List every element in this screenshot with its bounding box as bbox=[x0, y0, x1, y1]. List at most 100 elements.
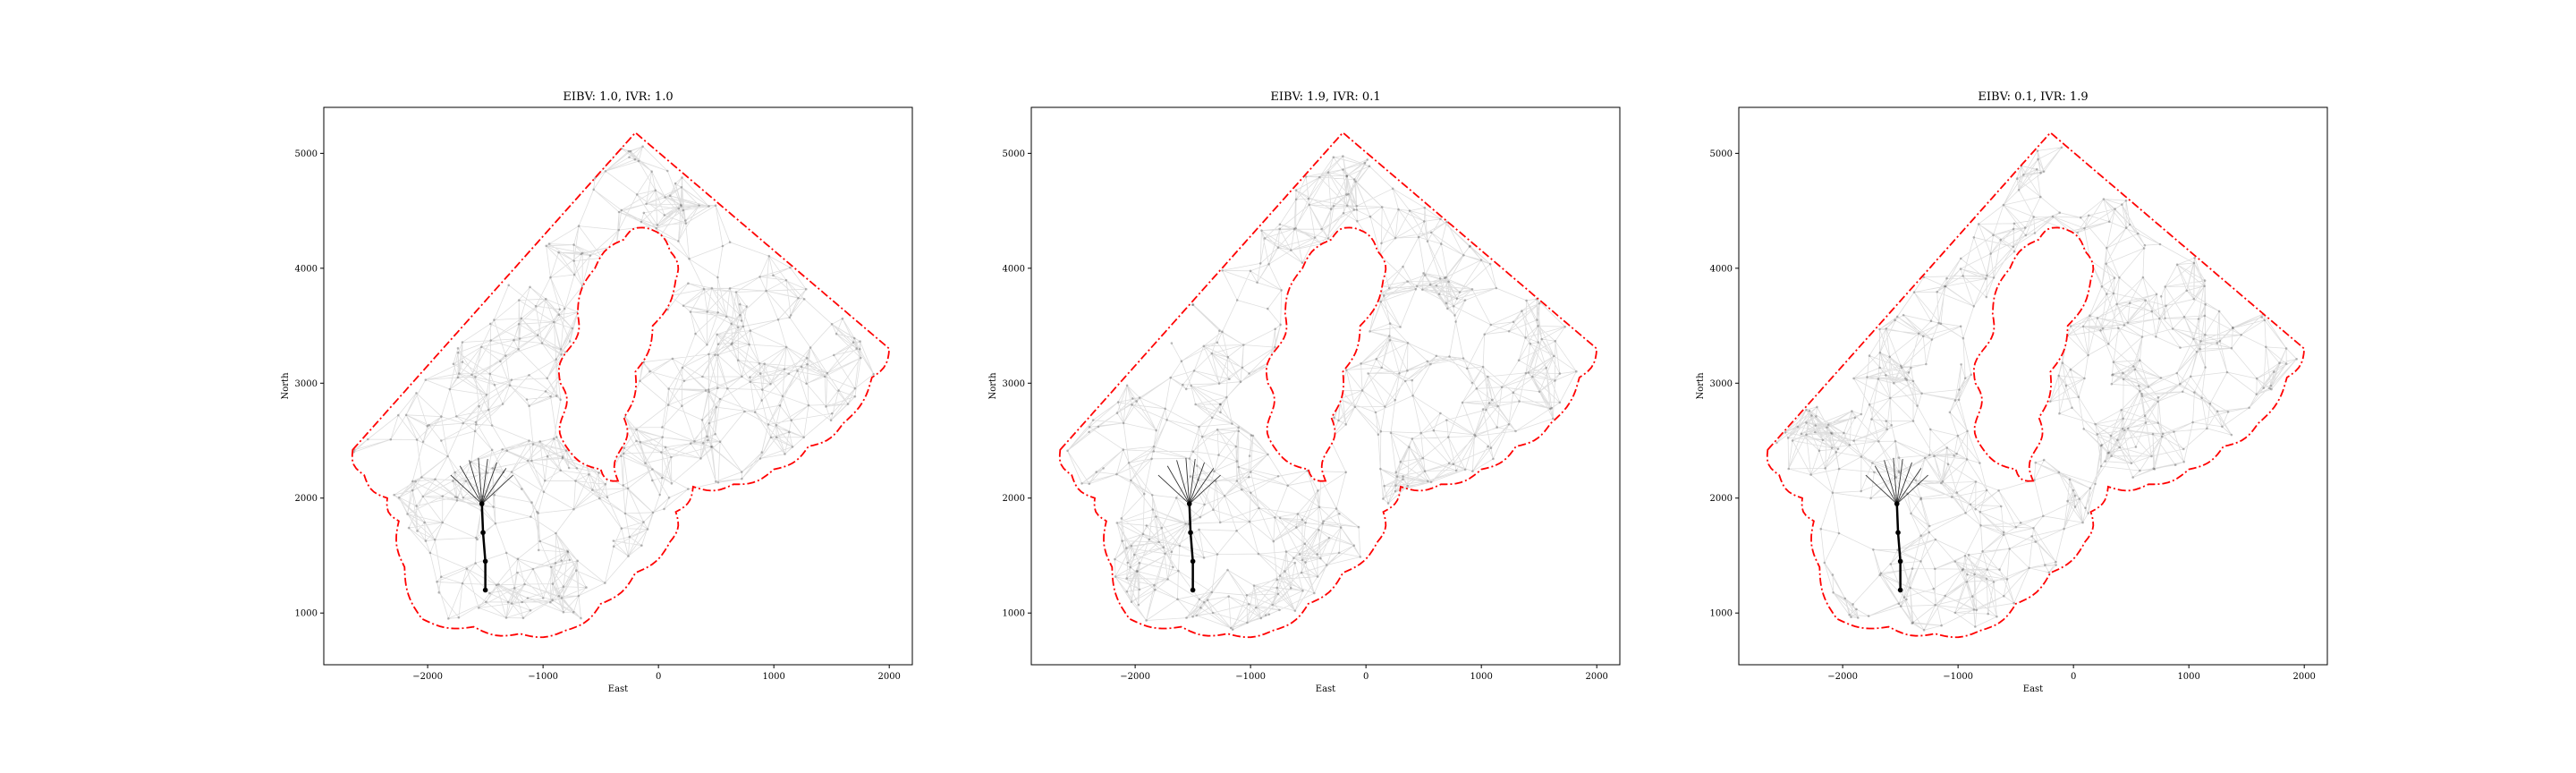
sample-point bbox=[758, 362, 761, 365]
sample-point bbox=[699, 457, 702, 460]
sample-point bbox=[1211, 611, 1215, 615]
sample-point bbox=[1944, 285, 1947, 288]
sample-point bbox=[1419, 431, 1422, 435]
sample-point bbox=[1455, 297, 1459, 301]
sample-point bbox=[620, 208, 623, 212]
candidate-direction bbox=[1176, 460, 1191, 505]
sample-point bbox=[1097, 425, 1100, 429]
sample-point bbox=[826, 371, 829, 375]
sample-point bbox=[415, 438, 419, 441]
sample-point bbox=[1363, 161, 1367, 165]
sample-point bbox=[1301, 261, 1304, 265]
sample-point bbox=[2000, 505, 2003, 508]
sample-point bbox=[741, 325, 745, 328]
sample-point bbox=[1937, 321, 1940, 325]
sample-point bbox=[2106, 452, 2109, 454]
sample-point bbox=[572, 610, 575, 614]
sample-point bbox=[1860, 412, 1863, 416]
sample-point bbox=[1507, 423, 1511, 426]
sample-point bbox=[1216, 553, 1219, 556]
sample-point bbox=[1550, 406, 1554, 410]
y-axis-label: North bbox=[988, 372, 998, 400]
sample-point bbox=[1294, 198, 1298, 201]
sample-point bbox=[2159, 377, 2163, 379]
sample-point bbox=[477, 607, 480, 609]
sample-point bbox=[1963, 377, 1967, 380]
sample-point bbox=[508, 384, 512, 387]
sample-point bbox=[420, 476, 423, 479]
sample-point bbox=[1304, 522, 1307, 524]
sample-point bbox=[2037, 157, 2039, 161]
sample-point bbox=[1818, 449, 1821, 453]
sample-point bbox=[658, 493, 661, 497]
y-tick-label: 4000 bbox=[295, 264, 318, 274]
sample-point bbox=[2182, 447, 2185, 451]
sample-point bbox=[753, 411, 757, 414]
sample-point bbox=[1131, 397, 1134, 400]
sample-point bbox=[841, 317, 844, 320]
sample-point bbox=[2048, 400, 2052, 403]
sample-point bbox=[439, 575, 443, 578]
subplot-title: EIBV: 1.0, IVR: 1.0 bbox=[563, 90, 673, 104]
sample-point bbox=[2108, 220, 2111, 224]
sample-point bbox=[2005, 578, 2009, 581]
sample-point bbox=[470, 461, 472, 463]
sample-point bbox=[493, 384, 496, 386]
sample-point bbox=[1985, 295, 1988, 299]
candidate-direction bbox=[1166, 465, 1191, 505]
path-waypoint bbox=[1186, 501, 1192, 506]
sample-point bbox=[1911, 622, 1913, 624]
sample-point bbox=[1489, 446, 1493, 449]
sample-point bbox=[758, 457, 762, 460]
sample-point bbox=[1853, 416, 1857, 420]
sample-point bbox=[1453, 314, 1456, 317]
sample-point bbox=[1919, 534, 1922, 537]
sample-point bbox=[604, 170, 607, 173]
sample-point bbox=[1463, 468, 1467, 471]
sample-point bbox=[507, 284, 510, 287]
sample-point bbox=[706, 310, 708, 313]
sample-point bbox=[1155, 515, 1157, 518]
sample-point bbox=[1439, 412, 1442, 415]
sample-point bbox=[674, 182, 677, 185]
sample-point bbox=[478, 404, 480, 408]
sample-point bbox=[1279, 323, 1282, 327]
sample-point bbox=[716, 353, 719, 357]
sample-point bbox=[1391, 187, 1394, 191]
sample-point bbox=[784, 278, 788, 282]
y-tick-label: 5000 bbox=[295, 149, 318, 159]
sample-point bbox=[1278, 227, 1281, 231]
sample-point bbox=[680, 203, 682, 207]
sample-point bbox=[2042, 458, 2046, 462]
sample-point bbox=[1263, 237, 1267, 240]
sample-point bbox=[1307, 197, 1310, 200]
sample-point bbox=[1155, 429, 1157, 432]
sample-point bbox=[1248, 372, 1250, 375]
sample-point bbox=[1814, 424, 1818, 427]
sample-point bbox=[473, 429, 477, 433]
sample-point bbox=[1471, 470, 1474, 472]
sample-point bbox=[2218, 339, 2222, 343]
sample-point bbox=[1157, 540, 1160, 544]
sample-point bbox=[1848, 614, 1851, 616]
sample-point bbox=[1487, 445, 1489, 448]
sample-point bbox=[2216, 410, 2219, 413]
sample-point bbox=[2206, 427, 2208, 430]
sample-point bbox=[1122, 448, 1125, 451]
sample-point bbox=[572, 273, 576, 276]
sample-point bbox=[775, 424, 777, 427]
sample-point bbox=[1815, 415, 1818, 418]
sample-point bbox=[1423, 220, 1426, 223]
sample-point bbox=[1359, 556, 1362, 558]
sample-point bbox=[458, 372, 461, 375]
sample-point bbox=[494, 522, 497, 525]
sample-point bbox=[1406, 484, 1410, 488]
sample-point bbox=[1141, 532, 1145, 536]
sample-point bbox=[1487, 402, 1491, 404]
sample-point bbox=[1488, 262, 1492, 266]
vehicle-path bbox=[1188, 504, 1194, 590]
sample-point bbox=[2008, 548, 2011, 550]
sample-point bbox=[504, 354, 507, 357]
sample-point bbox=[568, 558, 572, 562]
sample-point bbox=[2203, 279, 2207, 282]
